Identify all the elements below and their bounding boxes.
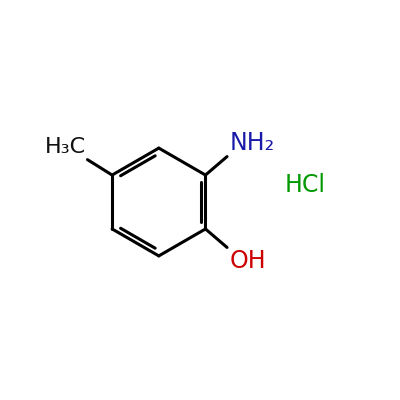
Text: HCl: HCl (285, 173, 326, 197)
Text: H₃C: H₃C (45, 137, 86, 157)
Text: OH: OH (230, 249, 266, 273)
Text: NH₂: NH₂ (230, 131, 275, 155)
